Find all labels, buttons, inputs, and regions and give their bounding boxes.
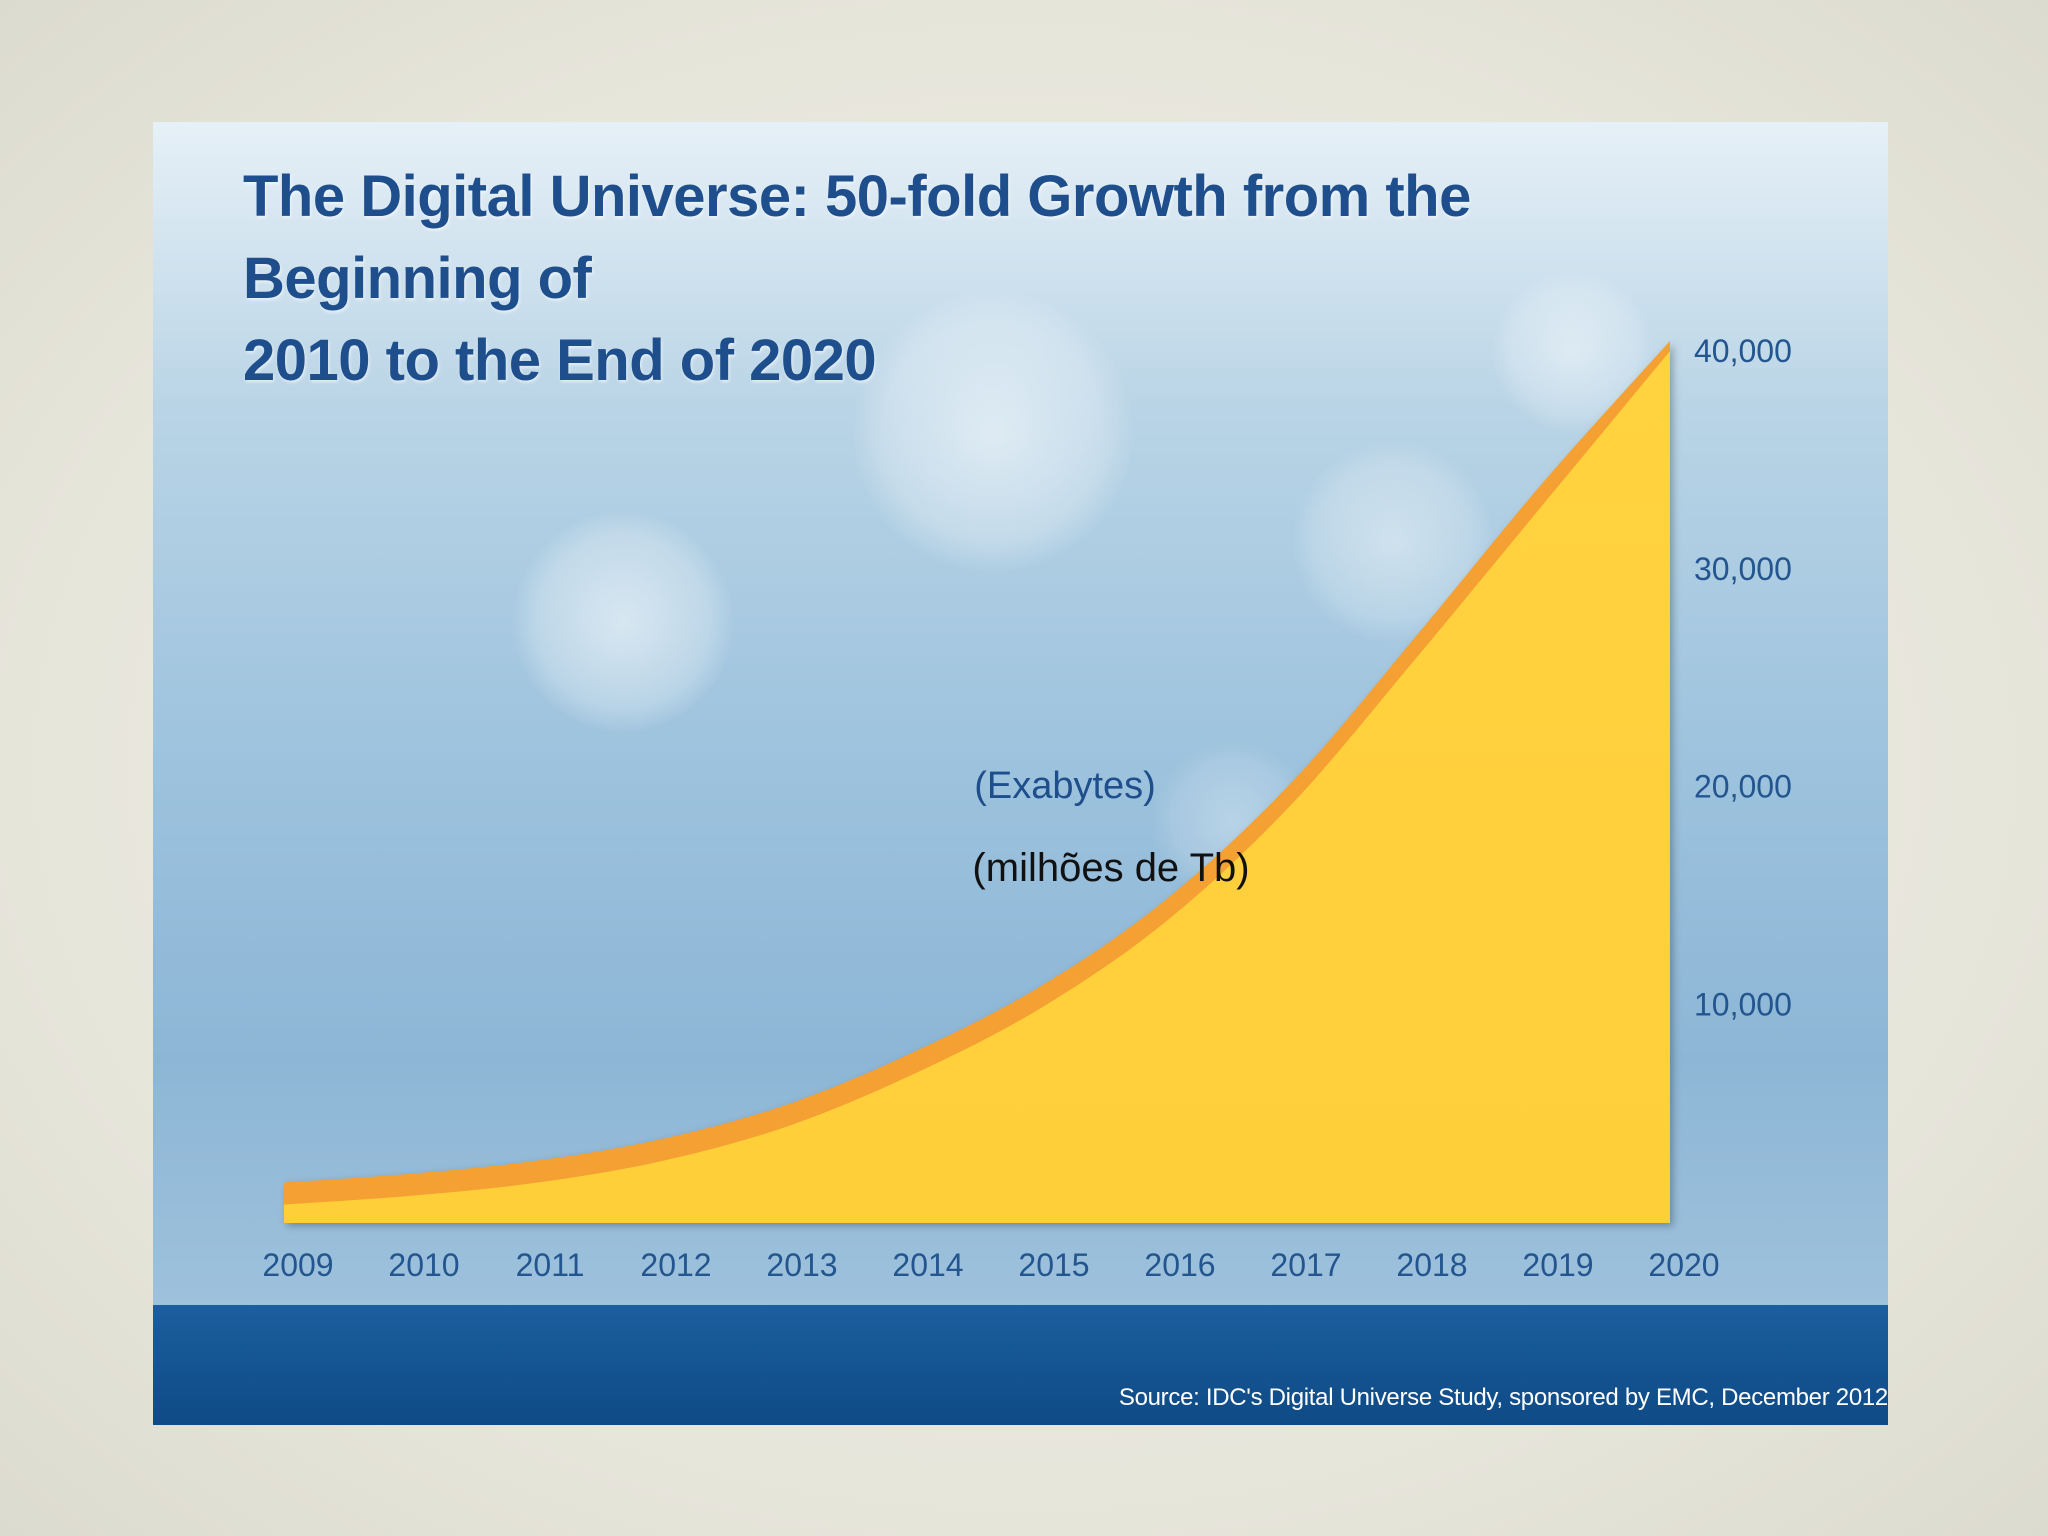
y-axis-label-note: (milhões de Tb): [972, 846, 1249, 890]
y-tick-label: 20,000: [1694, 769, 1792, 805]
data-point-2010: [407, 1193, 413, 1199]
source-note: Source: IDC's Digital Universe Study, sp…: [1118, 1384, 1888, 1411]
x-tick-label: 2017: [1270, 1247, 1341, 1283]
data-point-2011: [533, 1180, 539, 1186]
x-tick-label: 2018: [1396, 1247, 1467, 1283]
data-point-2016: [1163, 919, 1169, 925]
bokeh-light-1: [513, 512, 733, 732]
data-point-2014: [911, 1071, 917, 1077]
x-tick-label: 2016: [1144, 1247, 1215, 1283]
chart-title-line-2: 2010 to the End of 2020: [243, 328, 877, 393]
y-axis-ticks: 10,000 20,000 30,000 40,000: [1694, 333, 1792, 1022]
x-axis-ticks: 2009 2010 2011 2012 2013 2014 2015 2016 2017 2018…: [262, 1247, 1719, 1283]
x-tick-label: 2020: [1648, 1247, 1719, 1283]
x-tick-label: 2009: [262, 1247, 333, 1283]
chart-title-line-1: The Digital Universe: 50-fold Growth fro…: [243, 164, 1471, 311]
data-point-2017: [1289, 801, 1295, 807]
data-point-2019: [1541, 500, 1547, 506]
y-tick-label: 30,000: [1694, 551, 1792, 587]
data-point-2012: [659, 1158, 665, 1164]
data-point-2018: [1415, 653, 1421, 659]
x-tick-label: 2013: [766, 1247, 837, 1283]
data-point-2009: [281, 1202, 287, 1208]
chart-title: The Digital Universe: 50-fold Growth fro…: [243, 156, 1743, 402]
y-tick-label: 10,000: [1694, 986, 1792, 1022]
area-series-fill: [284, 351, 1670, 1223]
x-tick-label: 2014: [892, 1247, 963, 1283]
data-point-2020: [1667, 348, 1673, 354]
footer-band: [153, 1305, 1888, 1425]
x-tick-label: 2011: [516, 1247, 585, 1283]
y-axis-label: (Exabytes): [974, 765, 1156, 807]
data-point-2013: [785, 1123, 791, 1129]
x-tick-label: 2019: [1522, 1247, 1593, 1283]
x-tick-label: 2012: [640, 1247, 711, 1283]
chart-slide: The Digital Universe: 50-fold Growth fro…: [153, 122, 1888, 1425]
y-tick-label: 40,000: [1694, 333, 1792, 369]
x-tick-label: 2015: [1018, 1247, 1089, 1283]
bokeh-light-2: [853, 292, 1133, 572]
data-point-2015: [1037, 1006, 1043, 1012]
x-tick-label: 2010: [388, 1247, 459, 1283]
chart-plot: 2009 2010 2011 2012 2013 2014 2015 2016 2017 2018…: [262, 333, 1792, 1283]
